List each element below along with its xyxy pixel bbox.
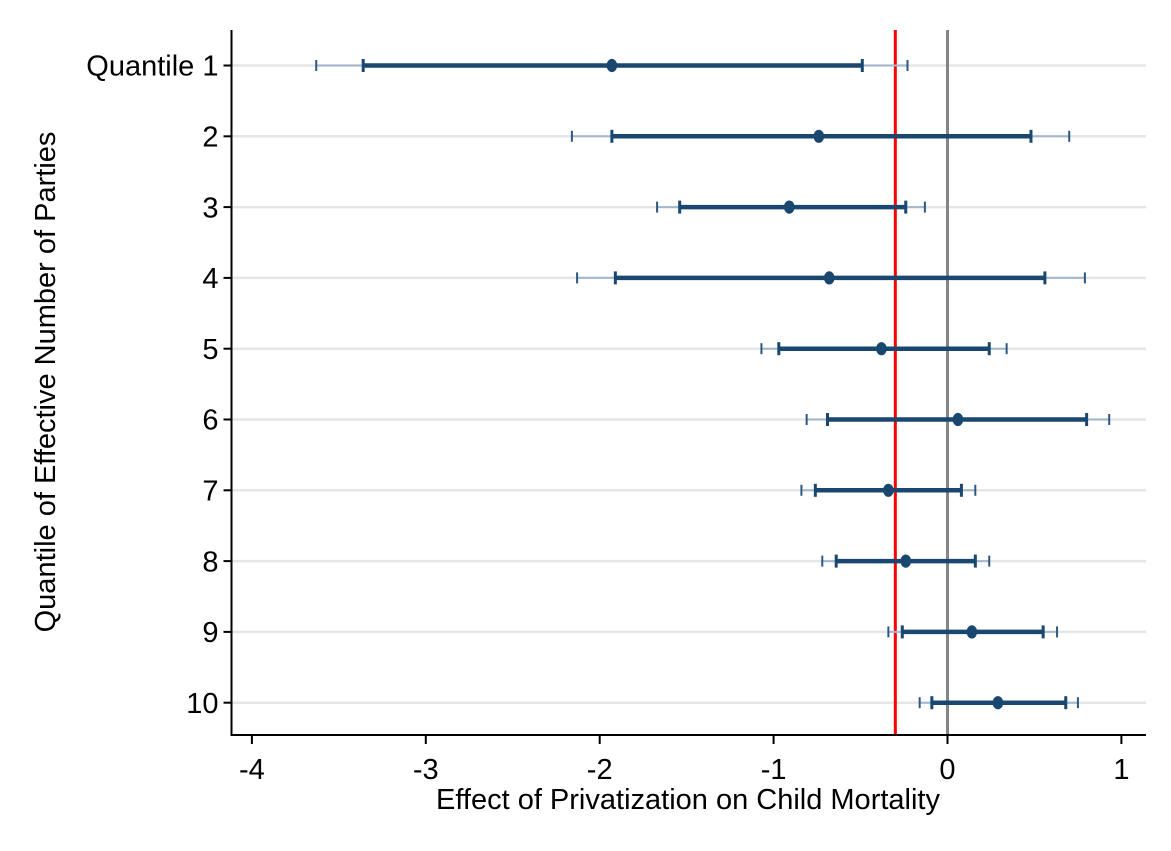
y-tick-label: 7 [202,475,218,507]
point-estimate-marker [966,625,978,639]
reference-line-layer [893,30,949,735]
estimate-row [576,271,1086,285]
point-estimate-marker [606,58,618,73]
estimate-row [821,554,991,568]
x-tick-label: -3 [413,754,439,786]
y-tick-label: 10 [186,688,218,720]
point-estimate-marker [823,271,835,285]
point-estimate-marker [992,696,1004,710]
y-axis-title: Quantile of Effective Number of Parties [30,132,62,633]
y-tick-label: Quantile 1 [86,51,218,83]
point-estimate-marker [883,483,894,497]
y-tick-label: 4 [202,263,218,295]
x-tick-label: -4 [239,754,265,786]
y-tick-label: 3 [202,192,218,224]
y-tick-label: 6 [202,405,218,437]
estimate-row [656,200,926,214]
x-tick-label: 0 [939,754,955,786]
estimate-row [760,342,1008,356]
x-axis-title: Effect of Privatization on Child Mortali… [436,784,940,816]
point-estimate-marker [900,554,912,568]
grid-layer [231,64,1146,704]
y-tick-label: 8 [202,546,218,578]
estimate-row [315,58,909,73]
x-tick-label: -2 [587,754,613,786]
point-estimate-marker [813,129,825,143]
estimate-row [918,696,1079,710]
data-layer [315,58,1111,710]
point-estimate-marker [783,200,795,214]
y-tick-label: 5 [202,334,218,366]
y-tick-label: 2 [202,121,218,153]
x-tick-label: 1 [1113,754,1129,786]
estimate-row [805,412,1111,427]
axis-layer [223,30,1146,744]
estimate-row [887,625,1059,639]
estimate-row [800,483,977,497]
label-layer: Quantile 1 2 3 4 5 6 7 8 9 10 -4 -3 -2 -1 0 1 [86,51,1129,786]
y-tick-label: 9 [202,617,218,649]
point-estimate-marker [876,342,887,356]
estimate-row [570,129,1071,143]
point-estimate-marker [952,412,964,427]
x-tick-label: -1 [761,754,787,786]
